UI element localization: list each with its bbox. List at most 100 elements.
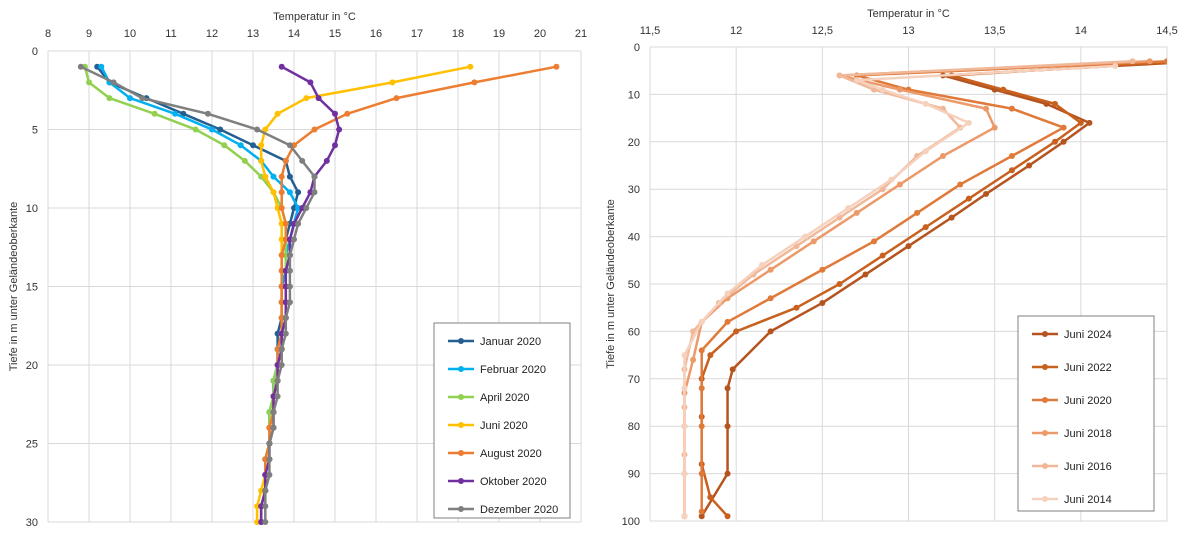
x-tick-label: 11,5 bbox=[640, 25, 661, 37]
legend-label: Juni 2018 bbox=[1064, 428, 1112, 440]
y-tick-label: 10 bbox=[628, 89, 640, 101]
data-point-s0 bbox=[94, 63, 101, 70]
data-point-s1 bbox=[172, 110, 179, 117]
data-point-s1 bbox=[836, 281, 843, 287]
data-point-s5 bbox=[845, 205, 852, 212]
data-point-s4 bbox=[690, 328, 697, 335]
data-point-s3 bbox=[939, 153, 946, 160]
data-point-s2 bbox=[871, 238, 878, 245]
data-point-s2 bbox=[698, 347, 705, 354]
legend-label: Juni 2024 bbox=[1064, 329, 1112, 341]
data-point-s2 bbox=[819, 266, 826, 273]
data-point-s3 bbox=[983, 105, 990, 112]
data-point-s1 bbox=[237, 142, 244, 149]
y-tick-label: 5 bbox=[32, 125, 38, 137]
data-point-s1 bbox=[707, 494, 714, 501]
data-point-s6 bbox=[262, 519, 269, 525]
legend-label: Juni 2020 bbox=[1064, 395, 1112, 407]
legend-swatch-marker bbox=[1042, 496, 1048, 502]
x-tick-label: 14 bbox=[1075, 25, 1087, 37]
data-point-s1 bbox=[98, 63, 105, 70]
data-point-s0 bbox=[819, 299, 826, 306]
data-point-s5 bbox=[278, 330, 285, 337]
data-point-s3 bbox=[767, 266, 774, 273]
legend: Januar 2020 Februar 2020 April 2020 Juni 20… bbox=[433, 322, 571, 519]
data-point-s4 bbox=[344, 110, 351, 117]
data-point-s0 bbox=[291, 205, 297, 211]
data-point-s3 bbox=[467, 63, 474, 70]
data-point-s2 bbox=[957, 181, 964, 188]
legend-box bbox=[433, 322, 571, 519]
data-point-s4 bbox=[393, 95, 400, 102]
data-point-s4 bbox=[278, 252, 285, 259]
x-axis-label: Temperatur in °C bbox=[273, 11, 356, 23]
data-point-s4 bbox=[278, 299, 285, 306]
data-point-s1 bbox=[1051, 138, 1058, 145]
data-point-s3 bbox=[270, 189, 277, 196]
x-tick-label: 16 bbox=[370, 28, 382, 40]
data-point-s0 bbox=[286, 173, 293, 180]
legend-swatch-marker bbox=[1042, 430, 1048, 436]
data-point-s5 bbox=[681, 352, 688, 359]
plot-area bbox=[681, 58, 1167, 520]
data-point-s3 bbox=[262, 126, 269, 133]
y-tick-label: 20 bbox=[26, 360, 38, 372]
data-point-s4 bbox=[262, 456, 269, 463]
data-point-s4 bbox=[278, 283, 285, 290]
data-point-s3 bbox=[690, 356, 697, 363]
data-point-s1 bbox=[270, 173, 277, 180]
data-point-s0 bbox=[767, 328, 774, 335]
data-point-s0 bbox=[1060, 138, 1067, 145]
data-point-s2 bbox=[767, 295, 774, 302]
data-point-s6 bbox=[266, 456, 273, 463]
data-point-s0 bbox=[729, 366, 736, 373]
data-point-s1 bbox=[965, 195, 972, 202]
y-tick-label: 60 bbox=[628, 326, 640, 338]
x-tick-label: 12,5 bbox=[812, 25, 833, 37]
data-point-s5 bbox=[922, 100, 929, 107]
data-point-s4 bbox=[1129, 58, 1136, 65]
data-point-s3 bbox=[1146, 58, 1153, 65]
data-point-s5 bbox=[681, 385, 688, 392]
data-point-s6 bbox=[282, 330, 289, 337]
x-axis-label: Temperatur in °C bbox=[867, 8, 950, 20]
data-point-s6 bbox=[254, 126, 261, 133]
data-point-s5 bbox=[759, 262, 766, 269]
x-tick-label: 20 bbox=[534, 28, 546, 40]
data-point-s5 bbox=[724, 290, 731, 297]
data-point-s5 bbox=[879, 86, 886, 93]
x-tick-label: 14 bbox=[288, 28, 300, 40]
data-point-s3 bbox=[274, 205, 281, 211]
data-point-s3 bbox=[274, 110, 281, 117]
data-point-s3 bbox=[258, 142, 265, 149]
legend-label: Dezember 2020 bbox=[480, 504, 558, 516]
data-point-s5 bbox=[698, 318, 705, 325]
data-point-s3 bbox=[303, 95, 310, 102]
data-point-s0 bbox=[1086, 119, 1093, 126]
data-point-s5 bbox=[270, 393, 277, 400]
data-point-s3 bbox=[258, 157, 265, 164]
y-tick-label: 50 bbox=[628, 279, 640, 291]
data-point-s2 bbox=[698, 470, 705, 477]
data-point-s1 bbox=[879, 252, 886, 259]
series-line-2 bbox=[83, 66, 288, 522]
data-point-s2 bbox=[1060, 124, 1067, 131]
x-tick-label: 13 bbox=[247, 28, 259, 40]
data-point-s2 bbox=[192, 126, 199, 133]
data-point-s2 bbox=[266, 409, 273, 416]
data-point-s5 bbox=[922, 148, 929, 155]
plot-area bbox=[77, 63, 560, 525]
data-point-s2 bbox=[106, 95, 113, 102]
y-tick-label: 30 bbox=[628, 184, 640, 196]
data-point-s4 bbox=[282, 157, 289, 164]
data-point-s0 bbox=[250, 142, 256, 149]
data-point-s3 bbox=[896, 181, 903, 188]
data-point-s0 bbox=[217, 126, 224, 133]
data-point-s3 bbox=[278, 236, 285, 243]
data-point-s1 bbox=[209, 126, 215, 133]
data-point-s0 bbox=[724, 470, 731, 477]
data-point-s4 bbox=[553, 63, 560, 70]
data-point-s5 bbox=[278, 63, 285, 70]
data-point-s0 bbox=[724, 385, 731, 392]
data-point-s4 bbox=[278, 267, 285, 274]
